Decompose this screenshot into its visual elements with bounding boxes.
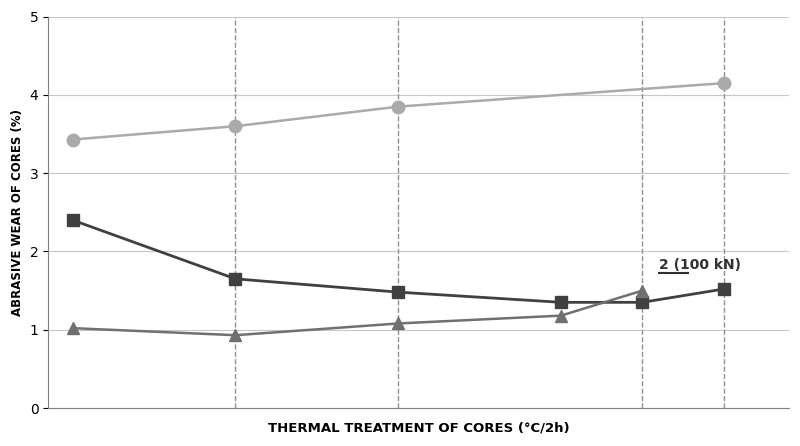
Text: 2 (100 kN): 2 (100 kN)	[658, 258, 741, 272]
Y-axis label: ABRASIVE WEAR OF CORES (%): ABRASIVE WEAR OF CORES (%)	[11, 109, 24, 316]
X-axis label: THERMAL TREATMENT OF CORES (°C/2h): THERMAL TREATMENT OF CORES (°C/2h)	[268, 422, 570, 435]
